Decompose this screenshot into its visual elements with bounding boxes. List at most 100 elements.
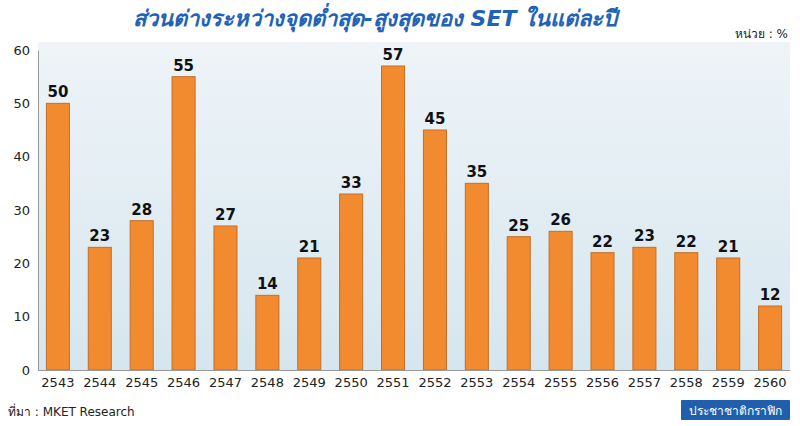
bar: [591, 253, 614, 370]
bar: [675, 253, 698, 370]
chart: ส่วนต่างระหว่างจุดต่ำสุด-สูงสุดของ SET ใ…: [0, 0, 800, 426]
y-tick: 20: [13, 256, 38, 271]
bar: [172, 77, 195, 370]
data-label: 35: [466, 163, 487, 181]
y-tick: 30: [13, 203, 38, 218]
x-tick: 2551: [377, 370, 410, 390]
y-tick-label: 10: [13, 309, 30, 324]
y-tick: 10: [13, 309, 38, 324]
data-label: 14: [257, 275, 278, 293]
y-tick-label: 50: [13, 96, 30, 111]
plot: 0102030405060254325442545254625472548254…: [13, 43, 790, 391]
data-label: 28: [131, 201, 152, 219]
x-tick: 2555: [544, 370, 577, 390]
x-tick-label: 2547: [209, 375, 242, 390]
y-tick: 40: [13, 149, 38, 164]
x-tick: 2546: [167, 370, 200, 390]
data-label: 45: [425, 110, 446, 128]
y-tick: 0: [22, 363, 38, 378]
bar: [298, 258, 321, 370]
bar: [382, 66, 405, 370]
data-label: 27: [215, 206, 236, 224]
x-tick-label: 2558: [670, 375, 703, 390]
x-tick-label: 2556: [586, 375, 619, 390]
y-tick-label: 40: [13, 149, 30, 164]
bar: [465, 183, 488, 370]
bar: [759, 306, 782, 370]
credit: ประชาชาติกราฟิก: [689, 404, 782, 418]
x-tick: 2557: [628, 370, 661, 390]
bar: [423, 130, 446, 370]
x-tick-label: 2550: [335, 375, 368, 390]
title: ส่วนต่างระหว่างจุดต่ำสุด-สูงสุดของ SET ใ…: [133, 2, 621, 33]
bar: [130, 221, 153, 370]
bar: [717, 258, 740, 370]
y-tick: 60: [13, 43, 38, 58]
x-tick: 2556: [586, 370, 619, 390]
x-tick: 2554: [502, 370, 535, 390]
y-axis-line: [38, 51, 39, 371]
y-tick-label: 0: [22, 363, 30, 378]
x-tick: 2550: [335, 370, 368, 390]
bars: [46, 66, 781, 370]
source: ที่มา : MKET Research: [8, 403, 135, 419]
data-label: 23: [634, 227, 655, 245]
x-tick-label: 2552: [418, 375, 451, 390]
y-tick: 50: [13, 96, 38, 111]
x-tick-label: 2555: [544, 375, 577, 390]
x-tick-label: 2554: [502, 375, 535, 390]
x-tick-label: 2551: [377, 375, 410, 390]
data-label: 57: [383, 46, 404, 64]
bar: [340, 194, 363, 370]
data-label: 21: [299, 238, 320, 256]
bar: [633, 247, 656, 370]
x-tick-label: 2560: [754, 375, 787, 390]
x-tick: 2559: [712, 370, 745, 390]
x-tick-label: 2548: [251, 375, 284, 390]
x-tick-label: 2549: [293, 375, 326, 390]
x-axis-line: [39, 370, 791, 371]
x-tick: 2545: [125, 370, 158, 390]
data-label: 25: [508, 217, 529, 235]
data-label: 33: [341, 174, 362, 192]
credit-background: [681, 400, 790, 420]
x-tick-label: 2559: [712, 375, 745, 390]
data-label: 26: [550, 211, 571, 229]
x-tick-label: 2546: [167, 375, 200, 390]
data-label: 22: [676, 233, 697, 251]
y-tick-label: 30: [13, 203, 30, 218]
x-tick-label: 2545: [125, 375, 158, 390]
y-axis: 0 10 20 30 40 50 60: [13, 43, 38, 378]
data-label: 23: [89, 227, 110, 245]
bar: [507, 237, 530, 370]
data-label: 50: [47, 83, 68, 101]
x-tick: 2543: [41, 370, 74, 390]
x-tick: 2549: [293, 370, 326, 390]
x-tick-label: 2544: [83, 375, 116, 390]
data-label: 55: [173, 57, 194, 75]
data-label: 22: [592, 233, 613, 251]
data-labels: 50 23 28 55 27 14 21 33 57 45 35 25 26 22 23 22 21 12: [47, 46, 780, 304]
x-tick-label: 2553: [460, 375, 493, 390]
x-tick: 2547: [209, 370, 242, 390]
x-tick: 2558: [670, 370, 703, 390]
x-axis: 2543 2544 2545 2546 2547 2548 2549 2550 2551 2552…: [39, 370, 791, 390]
bar: [549, 231, 572, 370]
bar: [214, 226, 237, 370]
x-tick: 2548: [251, 370, 284, 390]
bar: [88, 247, 111, 370]
x-tick: 2560: [754, 370, 787, 390]
bar: [46, 103, 69, 370]
plot-background: [38, 42, 790, 370]
data-label: 21: [718, 238, 739, 256]
data-label: 12: [760, 286, 781, 304]
bar: [256, 295, 279, 370]
unit-label: หน่วย : %: [735, 27, 788, 41]
x-tick: 2553: [460, 370, 493, 390]
x-tick: 2552: [418, 370, 451, 390]
y-tick-label: 60: [13, 43, 30, 58]
y-tick-label: 20: [13, 256, 30, 271]
x-tick-label: 2557: [628, 375, 661, 390]
x-tick: 2544: [83, 370, 116, 390]
x-tick-label: 2543: [41, 375, 74, 390]
